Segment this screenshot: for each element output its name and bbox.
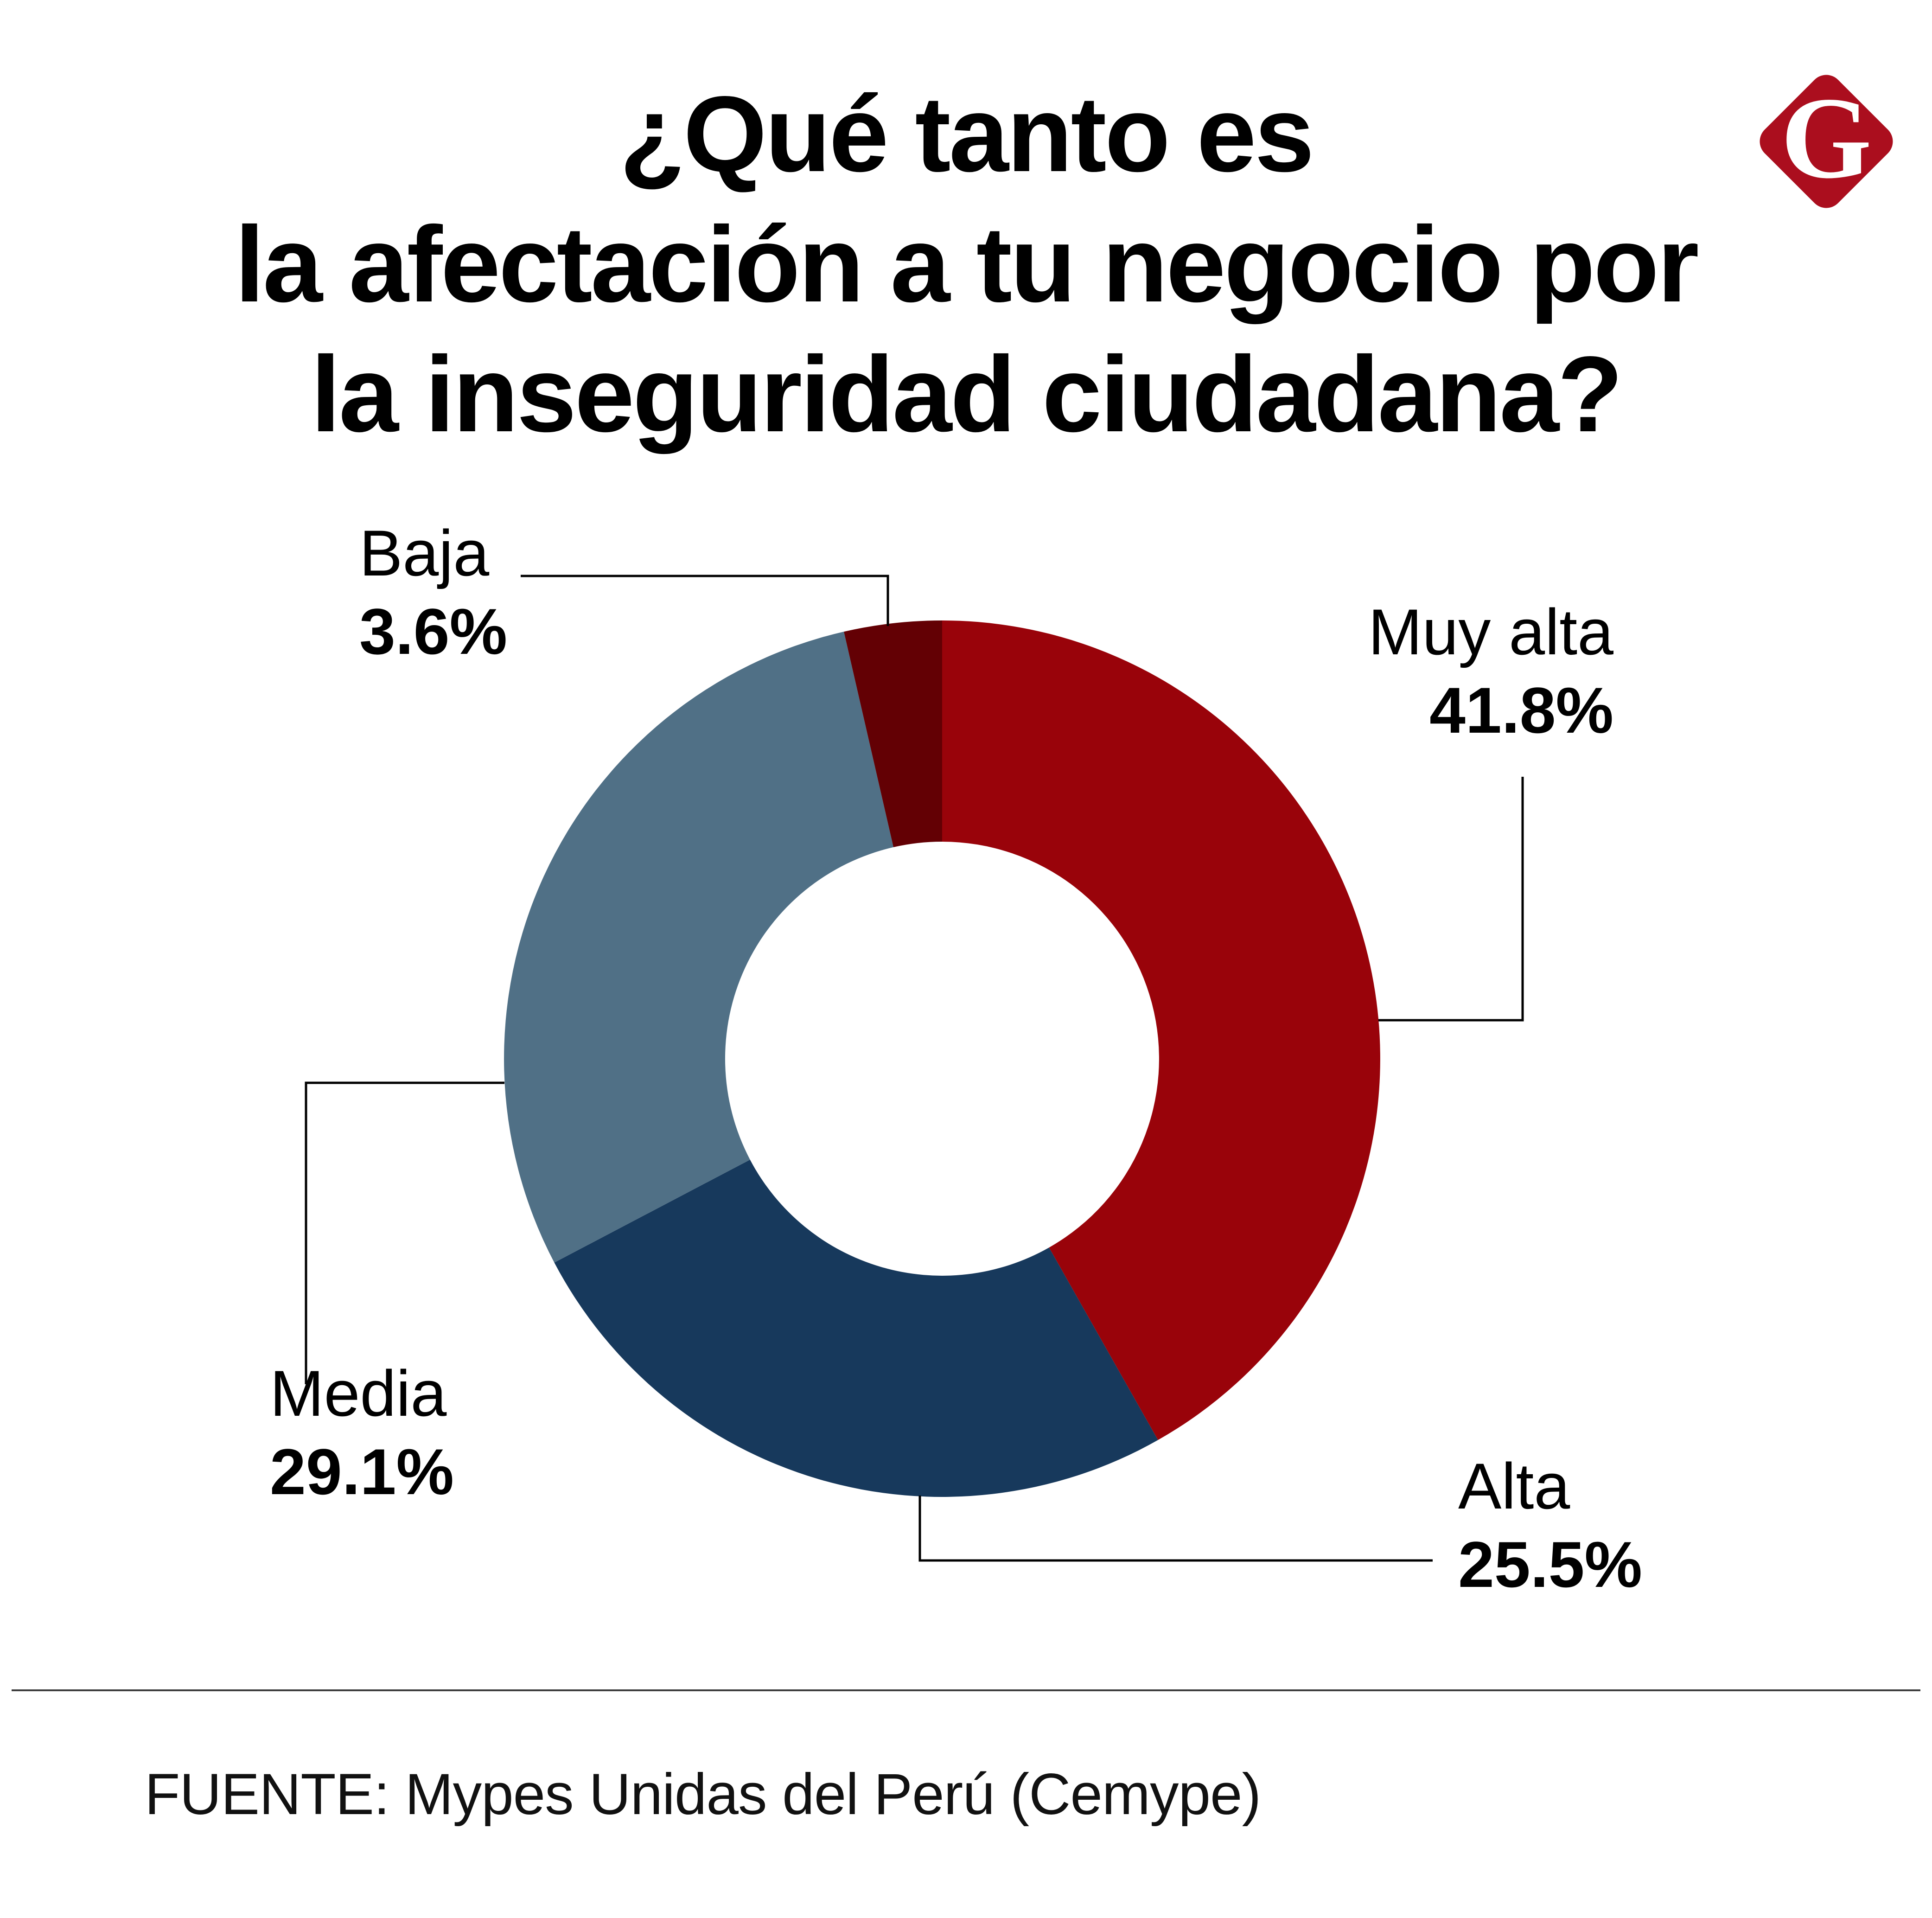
chart-title: ¿Qué tanto es la afectación a tu negocio… — [0, 70, 1932, 460]
leader-media — [305, 1081, 504, 1384]
callout-alta: Alta 25.5% — [1458, 1447, 1642, 1604]
callout-muy-alta: Muy alta 41.8% — [1368, 593, 1613, 750]
chart-title-line2: la afectación a tu negocio por — [235, 204, 1699, 325]
chart-title-line3: la inseguridad ciudadana? — [311, 334, 1623, 455]
slice-value-muy-alta: 41.8% — [1429, 674, 1613, 747]
source-text: FUENTE: Mypes Unidas del Perú (Cemype) — [145, 1762, 1261, 1827]
leader-muy-alta — [1378, 777, 1524, 1022]
brand-logo: G — [1753, 66, 1900, 217]
slice-label-media: Media — [270, 1357, 447, 1430]
logo-letter: G — [1780, 73, 1872, 203]
leader-alta — [918, 1496, 1433, 1562]
slice-muy-alta — [942, 620, 1380, 1440]
slice-media — [504, 632, 893, 1263]
slice-baja — [844, 620, 942, 847]
donut-slices — [504, 620, 1380, 1497]
slice-alta — [554, 1159, 1158, 1497]
slice-value-baja: 3.6% — [359, 595, 508, 668]
callout-baja: Baja 3.6% — [359, 514, 507, 671]
slice-value-alta: 25.5% — [1458, 1528, 1642, 1601]
chart-title-line1: ¿Qué tanto es — [619, 74, 1314, 194]
slice-label-alta: Alta — [1458, 1450, 1570, 1522]
slice-label-baja: Baja — [359, 517, 490, 589]
label-leader-lines — [305, 575, 1524, 1562]
leader-baja — [521, 575, 889, 626]
callout-media: Media 29.1% — [270, 1354, 454, 1511]
slice-label-muy-alta: Muy alta — [1368, 595, 1613, 668]
footer-divider — [12, 1689, 1920, 1691]
slice-value-media: 29.1% — [270, 1435, 454, 1509]
